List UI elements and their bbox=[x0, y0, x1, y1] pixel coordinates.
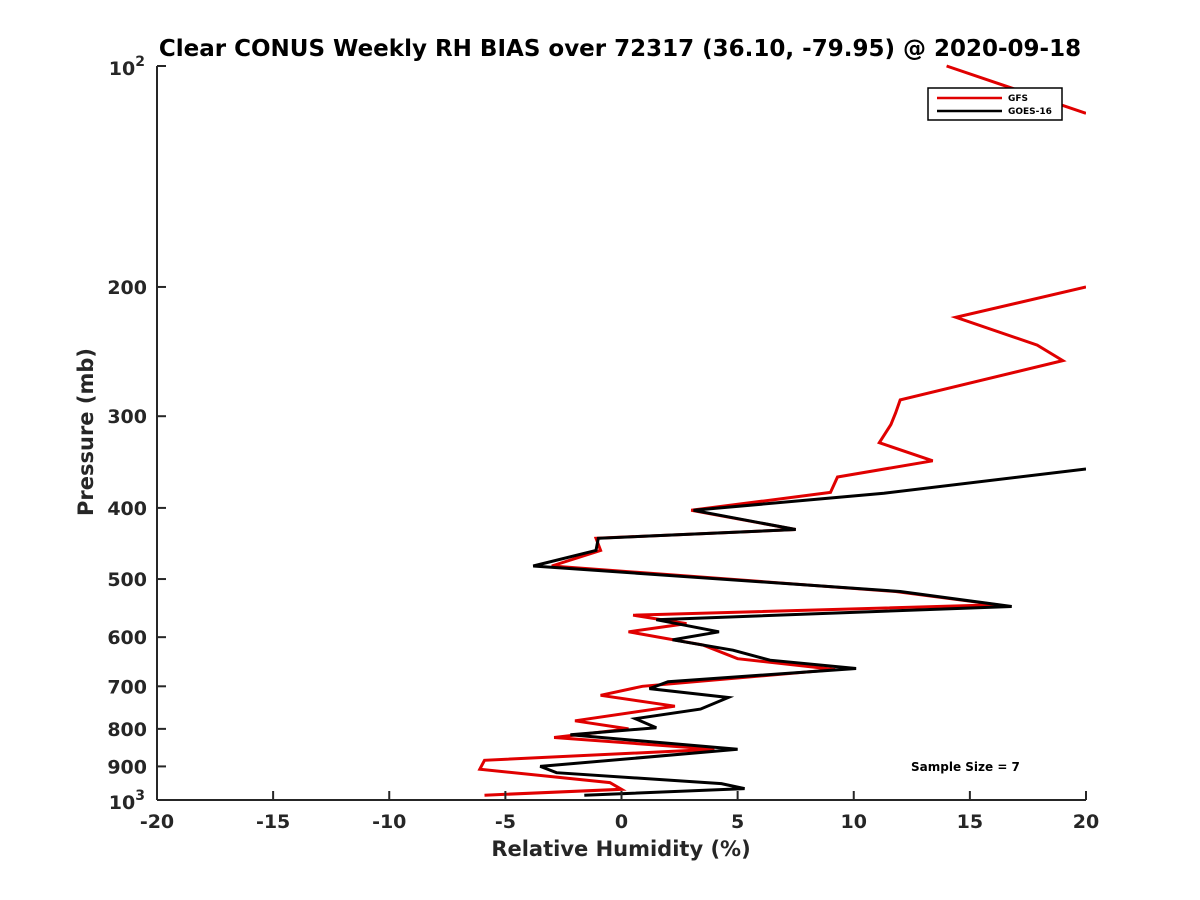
legend: GFS GOES-16 bbox=[927, 87, 1063, 121]
legend-label-goes-16: GOES-16 bbox=[1008, 107, 1052, 117]
x-tick-label: -15 bbox=[256, 811, 290, 833]
x-tick-label: 20 bbox=[1073, 811, 1099, 833]
y-tick-label: 600 bbox=[107, 627, 147, 649]
x-tick-label: 0 bbox=[615, 811, 628, 833]
x-tick-label: -20 bbox=[140, 811, 174, 833]
legend-box bbox=[927, 87, 1063, 121]
sample-size-annotation: Sample Size = 7 bbox=[911, 760, 1020, 774]
y-axis-label: Pressure (mb) bbox=[74, 348, 98, 516]
y-tick-label: 102 bbox=[109, 54, 145, 80]
x-tick-label: -10 bbox=[372, 811, 406, 833]
x-tick-label: 15 bbox=[957, 811, 983, 833]
y-tick-label: 300 bbox=[107, 406, 147, 428]
legend-label-gfs: GFS bbox=[1008, 94, 1028, 104]
y-axis-ticks: 102 200 300 400 500 600 700 800 900 103 bbox=[107, 54, 166, 814]
series-line-gfs bbox=[477, 285, 1086, 797]
x-axis-ticks: -20 -15 -10 -5 0 5 10 15 20 bbox=[140, 791, 1099, 833]
x-axis-label: Relative Humidity (%) bbox=[491, 837, 750, 861]
y-tick-label: 500 bbox=[107, 569, 147, 591]
y-tick-label: 800 bbox=[107, 719, 147, 741]
y-tick-label: 400 bbox=[107, 498, 147, 520]
y-tick-label: 700 bbox=[107, 676, 147, 698]
y-tick-label: 900 bbox=[107, 756, 147, 778]
series-line-goes-16 bbox=[532, 467, 1086, 797]
x-tick-label: -5 bbox=[495, 811, 516, 833]
x-tick-label: 5 bbox=[731, 811, 744, 833]
y-tick-label: 103 bbox=[109, 788, 145, 814]
chart-title: Clear CONUS Weekly RH BIAS over 72317 (3… bbox=[159, 36, 1081, 62]
x-tick-label: 10 bbox=[841, 811, 867, 833]
y-tick-label: 200 bbox=[107, 277, 147, 299]
